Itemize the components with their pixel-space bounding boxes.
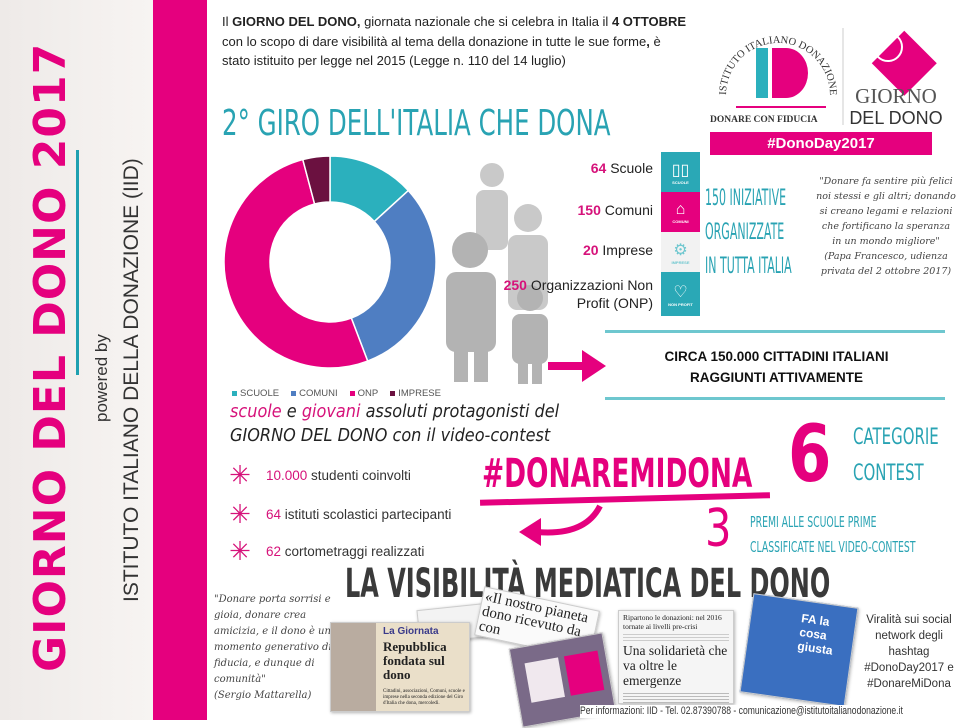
logo-graphic: ISTITUTO ITALIANO DONAZIONE — [710, 28, 937, 155]
schools-headline: scuole e giovani assoluti protagonisti d… — [230, 402, 560, 446]
donut-slice-onp — [223, 158, 369, 369]
stat-comuni: 150 Comuni — [577, 202, 654, 218]
people-icon — [446, 163, 548, 384]
book-icon: ▯▯ SCUOLE — [661, 152, 700, 192]
legend-label: IMPRESE — [398, 388, 441, 399]
initiatives-text: 150 INIZIATIVE ORGANIZZATE IN TUTTA ITALIA — [705, 186, 792, 279]
footer-contact: Per informazioni: IID - Tel. 02.87390788… — [580, 705, 903, 718]
event-logo-line1: GIORNO — [855, 84, 937, 108]
text-lines — [623, 633, 729, 641]
hashtag-badge: #DonoDay2017 — [767, 135, 875, 152]
gears-icon: ⚙ IMPRESE — [661, 232, 700, 272]
legend-swatch — [232, 390, 237, 396]
bullet-item: ✳ 10.000 studenti coinvolti — [229, 460, 411, 490]
categories-number: 6 — [788, 410, 832, 500]
logo: ISTITUTO ITALIANO DONAZIONE DONARE CON F… — [706, 10, 946, 155]
section-title: 2° GIRO DELL'ITALIA CHE DONA — [222, 103, 611, 144]
event-title: GIORNO DEL DONO 2017 — [25, 42, 76, 672]
asterisk-icon: ✳ — [229, 499, 251, 529]
prizes-number: 3 — [705, 499, 732, 559]
legend-swatch — [349, 390, 355, 396]
intro-text: Il GIORNO DEL DONO, giornata nazionale c… — [222, 14, 687, 68]
donut-slice-imprese — [301, 155, 331, 205]
divider — [605, 397, 945, 400]
donut-chart — [223, 155, 437, 369]
legend-item-onp: ONP — [349, 388, 379, 399]
pink-strip — [153, 0, 207, 720]
photo — [331, 623, 376, 711]
bullet-item: ✳ 64 istituti scolastici partecipanti — [229, 499, 452, 529]
quote-mattarella: "Donare porta sorrisi e gioia, donare cr… — [214, 594, 332, 701]
photo — [563, 650, 605, 696]
quote-papa: "Donare fa sentire più felici noi stessi… — [816, 176, 956, 277]
event-logo-line2: DEL DONO — [849, 108, 943, 128]
chart-legend: SCUOLE COMUNI ONP IMPRESE — [232, 388, 441, 399]
powered-by: powered by — [92, 334, 111, 422]
stat-scuole: 64 Scuole — [590, 160, 653, 176]
legend-item-comuni: COMUNI — [291, 388, 338, 399]
clipping-la-giornata: La Giornata Repubblica fondata sul dono … — [330, 622, 470, 712]
bullet-item: ✳ 62 cortometraggi realizzati — [229, 536, 425, 566]
legend-item-imprese: IMPRESE — [390, 388, 441, 399]
curved-arrow-icon — [519, 504, 603, 546]
asterisk-icon: ✳ — [229, 460, 251, 490]
asterisk-icon: ✳ — [229, 536, 251, 566]
legend-swatch — [291, 390, 297, 396]
prizes-text: PREMI ALLE SCUOLE PRIME CLASSIFICATE NEL … — [750, 513, 916, 556]
tv-show-photo: FA la cosa giusta — [739, 593, 859, 707]
photo — [524, 657, 565, 703]
clipping-solidarieta: Ripartono le donazioni: nel 2016 tornate… — [618, 610, 734, 704]
legend-label: COMUNI — [299, 388, 338, 399]
divider — [76, 150, 79, 375]
institute-name: ISTITUTO ITALIANO DELLA DONAZIONE (IID) — [120, 158, 143, 602]
stat-imprese: 20 Imprese — [582, 242, 653, 258]
logo-tagline: DONARE CON FIDUCIA — [710, 115, 818, 125]
stat-onp: 250 Organizzazioni Non Profit (ONP) — [503, 277, 653, 311]
media-title: LA VISIBILITÀ MEDIATICA DEL DONO — [345, 561, 831, 607]
reach-text: CIRCA 150.000 CITTADINI ITALIANI RAGGIUNT… — [664, 349, 889, 385]
building-icon: ⌂ COMUNI — [661, 192, 700, 232]
legend-label: SCUOLE — [240, 388, 280, 399]
legend-item-scuole: SCUOLE — [232, 388, 279, 399]
divider — [605, 330, 945, 333]
categories-text: CATEGORIE CONTEST — [853, 425, 939, 486]
legend-label: ONP — [357, 388, 379, 399]
text-lines — [623, 691, 729, 703]
arrow-right-icon — [548, 350, 606, 382]
virality-text: Viralità sui social network degli hashta… — [864, 614, 954, 690]
donut-slice-comuni — [350, 189, 437, 363]
contest-hashtag: #DONAREMIDONA — [482, 451, 753, 497]
legend-swatch — [390, 390, 396, 396]
heart-icon: ♡ NON PROFIT — [661, 272, 700, 316]
